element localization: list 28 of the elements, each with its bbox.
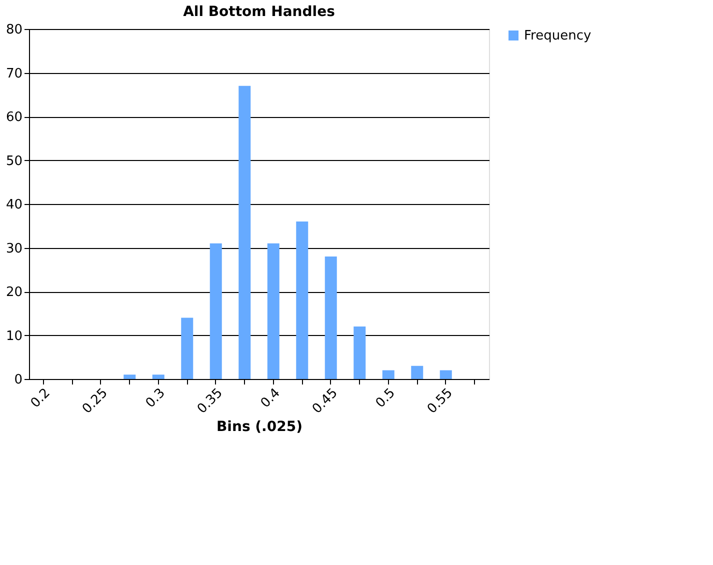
bar (382, 370, 394, 379)
y-tick-label: 80 (6, 22, 22, 38)
bar (124, 374, 136, 379)
bar (267, 243, 280, 379)
y-tick-label: 20 (6, 285, 22, 300)
y-tick-label: 50 (6, 154, 22, 169)
y-tick-label: 30 (6, 241, 22, 256)
x-tick-label: 0.2 (28, 386, 54, 412)
bar (210, 243, 222, 379)
y-tick-label: 0 (14, 372, 22, 388)
x-tick-label: 0.3 (143, 386, 168, 412)
y-tick-label: 70 (6, 66, 22, 82)
bar (152, 374, 164, 379)
bar (324, 256, 337, 379)
y-tick-label: 10 (6, 328, 22, 344)
y-tick-label: 60 (6, 110, 22, 125)
x-tick-label: 0.5 (373, 386, 398, 412)
bar (411, 366, 424, 379)
bar (181, 318, 194, 379)
bar (296, 222, 308, 379)
legend-label: Frequency (524, 28, 592, 44)
x-tick-label: 0.4 (258, 386, 284, 412)
bar (354, 326, 366, 379)
chart-title: All Bottom Handles (183, 4, 335, 20)
bar (440, 370, 452, 379)
y-tick-label: 40 (6, 198, 22, 212)
bar (238, 86, 251, 379)
x-axis-title: Bins (.025) (216, 419, 302, 436)
